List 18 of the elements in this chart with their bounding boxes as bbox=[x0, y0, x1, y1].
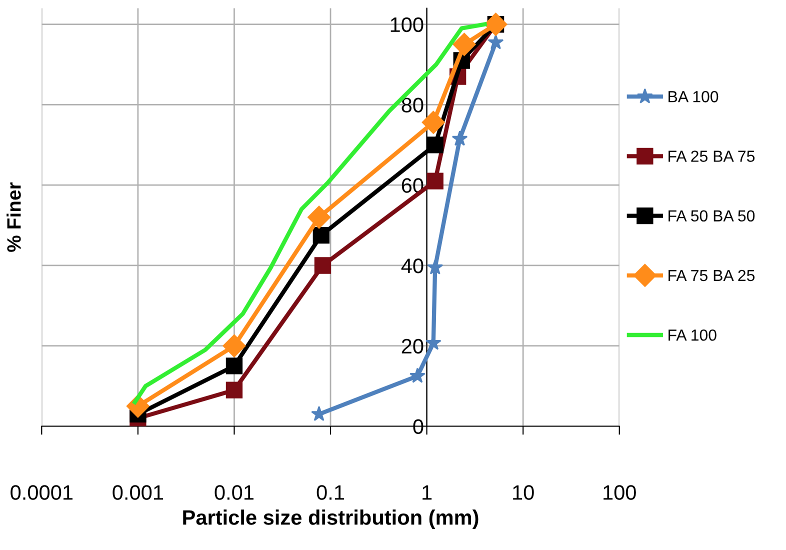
y-tick-label: 40 bbox=[401, 258, 424, 274]
y-tick-label: 20 bbox=[402, 338, 424, 354]
x-axis-title: Particle size distribution (mm) bbox=[183, 510, 478, 529]
x-tick-label: 0.0001 bbox=[10, 485, 73, 500]
legend-label: FA 75 BA 25 bbox=[668, 270, 755, 282]
x-tick-label: 10 bbox=[513, 485, 534, 500]
x-tick-label: 100 bbox=[604, 485, 636, 500]
legend-label: BA 100 bbox=[668, 91, 718, 102]
x-tick-label: 0.01 bbox=[214, 485, 254, 500]
y-axis-title: % Finer bbox=[6, 182, 21, 252]
y-tick-label: 100 bbox=[390, 17, 424, 32]
y-tick-label: 80 bbox=[402, 98, 424, 112]
legend-label: FA 50 BA 50 bbox=[668, 210, 755, 222]
legend-label: FA 25 BA 75 bbox=[668, 150, 755, 162]
x-tick-label: 0.001 bbox=[112, 485, 163, 500]
x-tick-label: 1 bbox=[422, 485, 432, 500]
legend-label: FA 100 bbox=[668, 329, 716, 341]
x-tick-label: 0.1 bbox=[316, 485, 344, 500]
